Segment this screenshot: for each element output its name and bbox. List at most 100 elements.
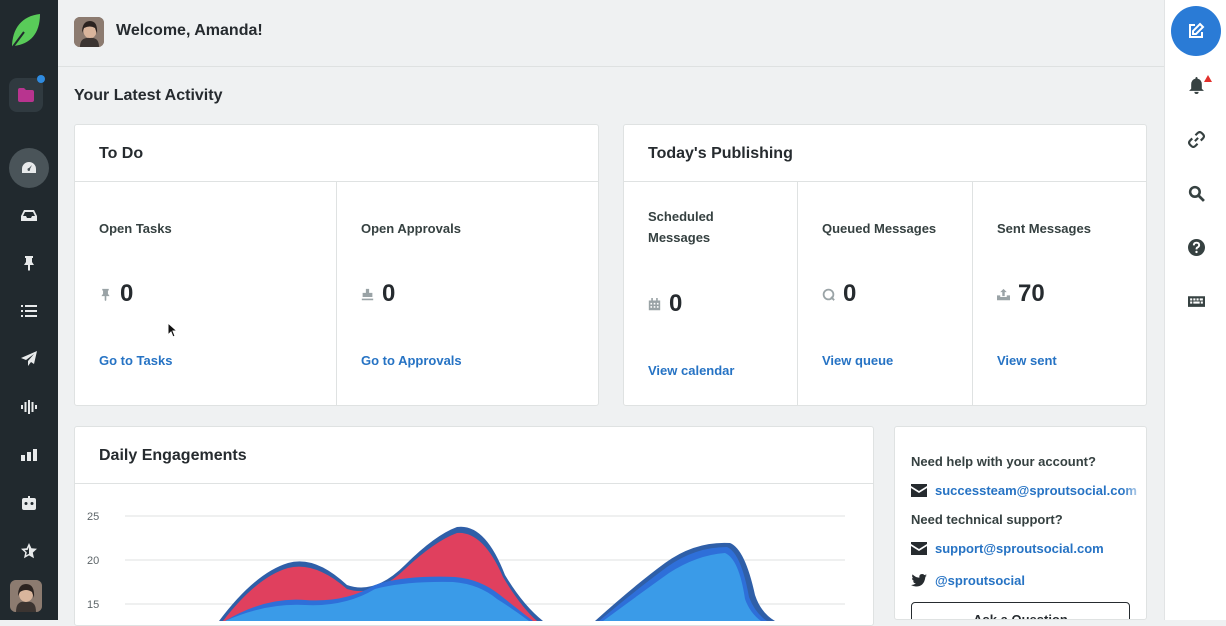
star-icon [21,543,37,559]
y-tick-label: 20 [87,555,99,567]
sidebar-item-dashboard[interactable] [9,148,49,188]
y-tick-label: 25 [87,511,99,523]
link-icon [1187,130,1205,148]
sound-wave-icon [21,400,37,414]
edit-icon [1189,22,1205,38]
twitter-row[interactable]: @sproutsocial [911,573,1025,588]
scheduled-messages-column: Scheduled Messages 0 View calendar [624,182,798,405]
open-tasks-column: Open Tasks 0 Go to Tasks [75,182,337,405]
sidebar-item-publishing[interactable] [9,291,49,331]
search-button[interactable] [1186,183,1206,203]
open-tasks-value: 0 [99,280,133,308]
sidebar-item-reviews[interactable] [9,531,49,571]
daily-engagements-card: Daily Engagements 25 20 15 [74,426,874,626]
queued-messages-label: Queued Messages [822,221,937,236]
sent-messages-value: 70 [997,280,1045,308]
bell-icon [1188,76,1204,94]
area-series-blue [225,581,529,621]
engagements-chart: 25 20 15 [75,485,872,621]
paper-plane-icon [21,351,37,366]
scheduled-messages-label: Scheduled Messages [648,209,714,245]
sidebar-item-listening[interactable] [9,387,49,427]
sent-messages-label: Sent Messages [997,221,1091,236]
tech-email-link[interactable]: support@sproutsocial.com [935,541,1104,556]
account-help-question: Need help with your account? [911,454,1096,469]
account-email-row[interactable]: successteam@sproutsocial.com [911,483,1137,498]
gauge-icon [22,162,36,173]
top-header: Welcome, Amanda! [58,0,1164,67]
sidebar-item-tasks[interactable] [9,243,49,283]
open-tasks-label: Open Tasks [99,221,172,236]
notification-badge [1204,75,1212,82]
publishing-card: Today's Publishing Scheduled Messages 0 … [623,124,1147,406]
links-button[interactable] [1186,129,1206,149]
sent-messages-column: Sent Messages 70 View sent [973,182,1147,405]
publishing-title: Today's Publishing [624,125,1146,182]
scheduled-messages-count: 0 [669,290,683,317]
sidebar-item-compose[interactable] [9,339,49,379]
open-approvals-value: 0 [361,280,395,308]
envelope-icon [911,484,927,497]
sent-messages-count: 70 [1018,280,1045,307]
list-icon [21,305,37,317]
pin-icon [24,256,34,271]
folder-button[interactable] [9,78,43,112]
twitter-icon [911,574,927,587]
inbox-icon [21,210,37,221]
tech-help-question: Need technical support? [911,512,1063,527]
area-series-blue [603,553,761,621]
right-toolbar [1164,0,1226,620]
todo-card: To Do Open Tasks 0 Go to Tasks Open Appr… [74,124,599,406]
ask-question-button[interactable]: Ask a Question [911,602,1130,619]
queue-icon [822,288,835,301]
y-tick-label: 15 [87,599,99,611]
help-card: Need help with your account? successteam… [894,426,1147,620]
question-icon [1187,238,1205,256]
pin-icon [101,288,110,301]
open-tasks-count: 0 [120,280,134,307]
envelope-icon [911,542,927,555]
calendar-icon [648,297,661,310]
sprout-logo[interactable] [10,12,42,50]
mouse-cursor-icon [167,322,177,338]
go-to-approvals-link[interactable]: Go to Approvals [361,353,462,368]
view-calendar-link[interactable]: View calendar [648,363,735,378]
welcome-message: Welcome, Amanda! [116,22,263,39]
help-button[interactable] [1186,237,1206,257]
chart-svg: 25 20 15 [87,511,845,621]
user-avatar[interactable] [10,580,42,612]
section-title: Your Latest Activity [74,87,223,104]
stamp-icon [361,288,374,300]
sidebar-item-bots[interactable] [9,483,49,523]
go-to-tasks-link[interactable]: Go to Tasks [99,353,173,368]
header-avatar[interactable] [74,17,104,47]
queued-messages-value: 0 [822,280,856,308]
text-fade-overlay [1122,477,1146,507]
search-icon [1188,185,1205,202]
account-email-link[interactable]: successteam@sproutsocial.com [935,483,1137,498]
twitter-handle-link[interactable]: @sproutsocial [935,573,1025,588]
upload-tray-icon [997,288,1010,300]
sidebar-item-reports[interactable] [9,435,49,475]
scheduled-messages-value: 0 [648,290,682,318]
bar-chart-icon [21,449,37,461]
open-approvals-label: Open Approvals [361,221,461,236]
sidebar-item-inbox[interactable] [9,195,49,235]
view-sent-link[interactable]: View sent [997,353,1057,368]
keyboard-icon [1187,295,1205,307]
queued-messages-column: Queued Messages 0 View queue [798,182,973,405]
tech-email-row[interactable]: support@sproutsocial.com [911,541,1104,556]
folder-icon [18,88,34,102]
view-queue-link[interactable]: View queue [822,353,894,368]
robot-icon [22,496,36,510]
keyboard-shortcuts-button[interactable] [1186,291,1206,311]
open-approvals-count: 0 [382,280,396,307]
engagements-title: Daily Engagements [75,427,873,484]
queued-messages-count: 0 [843,280,857,307]
compose-button[interactable] [1171,6,1221,56]
notifications-button[interactable] [1186,75,1206,95]
left-sidebar [0,0,58,620]
open-approvals-column: Open Approvals 0 Go to Approvals [337,182,599,405]
todo-title: To Do [75,125,598,182]
notification-dot [37,75,45,83]
